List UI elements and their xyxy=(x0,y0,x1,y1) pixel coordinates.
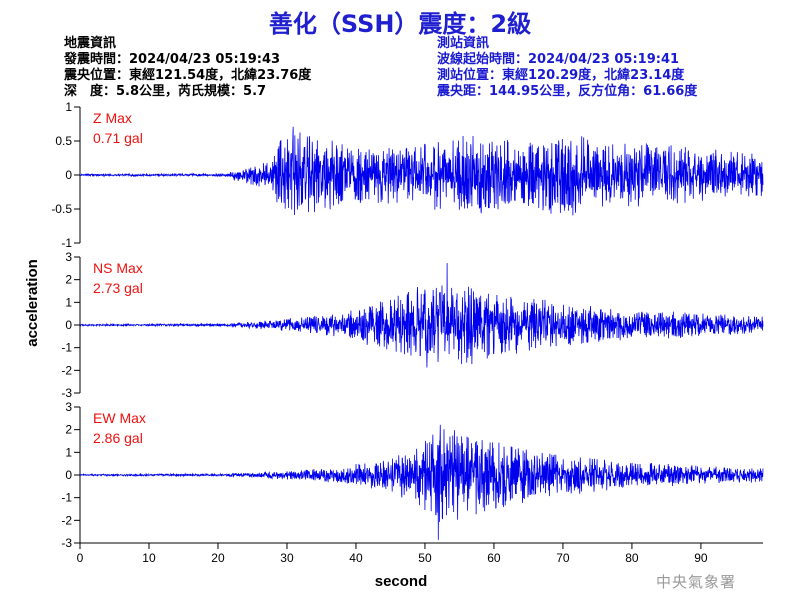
trace-ns xyxy=(79,263,764,368)
y-tick-label: 3 xyxy=(65,400,72,414)
y-tick-label: 0 xyxy=(65,168,72,182)
y-tick-label: -1 xyxy=(61,341,72,355)
panel-max-value: 2.73 gal xyxy=(93,280,143,296)
panel-z: 1 0.5 0 -0.5 -1 Z Max 0.71 gal xyxy=(51,100,764,250)
y-tick-label: -3 xyxy=(61,386,72,400)
y-tick-label: 1 xyxy=(65,445,72,459)
panel-max-value: 2.86 gal xyxy=(93,430,143,446)
station-location: 測站位置：東經120.29度，北緯23.14度 xyxy=(437,68,685,83)
trace-z xyxy=(79,126,764,216)
earthquake-info: 地震資訊 發震時間：2024/04/23 05:19:43 震央位置：東經121… xyxy=(64,36,311,100)
x-tick-label: 80 xyxy=(625,551,639,565)
depth-magnitude: 深 度：5.8公里，芮氏規模：5.7 xyxy=(64,84,267,99)
epicentral-distance: 震央距：144.95公里，反方位角：61.66度 xyxy=(437,84,698,99)
station-info: 測站資訊 波線起始時間：2024/04/23 05:19:41 測站位置：東經1… xyxy=(437,36,697,100)
x-tick-label: 70 xyxy=(556,551,570,565)
y-tick-label: 0 xyxy=(65,468,72,482)
x-tick-label: 50 xyxy=(418,551,432,565)
y-axis-label: acceleration xyxy=(24,259,41,347)
station-info-heading: 測站資訊 xyxy=(437,36,490,51)
x-tick-label: 40 xyxy=(349,551,363,565)
origin-time: 發震時間：2024/04/23 05:19:43 xyxy=(64,52,281,67)
panel-label: EW Max xyxy=(93,410,146,426)
y-tick-label: -1 xyxy=(61,236,72,250)
x-axis-label: second xyxy=(375,573,428,590)
agency-watermark: 中央氣象署 xyxy=(656,573,737,591)
x-tick-label: 10 xyxy=(142,551,156,565)
y-tick-label: 2 xyxy=(65,423,72,437)
y-tick-label: 1 xyxy=(65,295,72,309)
epicenter-location: 震央位置：東經121.54度，北緯23.76度 xyxy=(64,68,312,83)
trace-ew xyxy=(79,424,764,540)
y-tick-label: -2 xyxy=(61,363,72,377)
x-tick-label: 60 xyxy=(487,551,501,565)
x-axis: 0 10 20 30 40 50 60 70 80 90 xyxy=(77,542,763,565)
panel-label: NS Max xyxy=(93,260,143,276)
x-tick-label: 20 xyxy=(211,551,225,565)
y-tick-label: -3 xyxy=(61,536,72,550)
y-tick-label: 1 xyxy=(65,100,72,114)
seismogram-panels: 1 0.5 0 -0.5 -1 Z Max 0.71 gal 3 2 1 0 -1 -2 -3 NS Max… xyxy=(51,100,764,550)
y-tick-label: -2 xyxy=(61,513,72,527)
panel-label: Z Max xyxy=(93,110,132,126)
y-tick-label: -1 xyxy=(61,491,72,505)
chart-title: 善化（SSH）震度：2級 xyxy=(268,10,532,38)
y-tick-label: 0.5 xyxy=(55,134,72,148)
y-tick-label: 0 xyxy=(65,318,72,332)
x-tick-label: 0 xyxy=(77,551,84,565)
panel-max-value: 0.71 gal xyxy=(93,130,143,146)
y-tick-label: 2 xyxy=(65,273,72,287)
y-tick-label: 3 xyxy=(65,250,72,264)
y-tick-label: -0.5 xyxy=(51,202,72,216)
panel-ns: 3 2 1 0 -1 -2 -3 NS Max 2.73 gal xyxy=(61,250,764,400)
panel-ew: 3 2 1 0 -1 -2 -3 EW Max 2.86 gal xyxy=(61,400,764,550)
wave-start-time: 波線起始時間：2024/04/23 05:19:41 xyxy=(437,52,680,67)
earthquake-info-heading: 地震資訊 xyxy=(64,36,117,51)
x-tick-label: 30 xyxy=(280,551,294,565)
x-tick-label: 90 xyxy=(694,551,708,565)
